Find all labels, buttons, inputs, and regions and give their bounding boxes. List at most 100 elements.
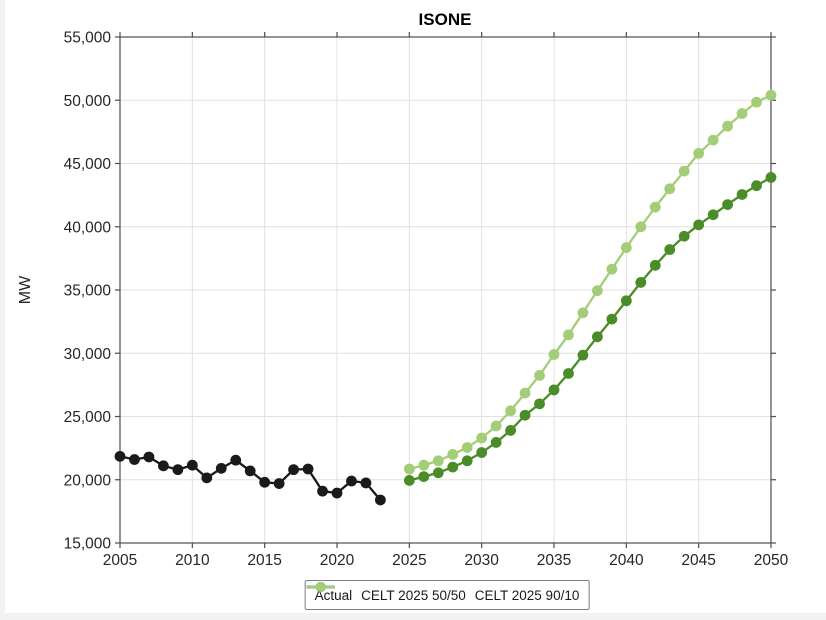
y-tick-label: 30,000 xyxy=(64,346,112,363)
data-point-actual xyxy=(143,451,155,463)
y-tick-label: 40,000 xyxy=(64,219,112,236)
data-point-celt-2025-50-50 xyxy=(765,172,777,183)
data-point-actual xyxy=(129,454,140,465)
data-point-celt-2025-90-10 xyxy=(490,420,502,432)
data-point-celt-2025-90-10 xyxy=(461,442,473,453)
data-point-celt-2025-90-10 xyxy=(606,263,618,275)
data-point-celt-2025-90-10 xyxy=(693,147,705,159)
legend-label-celt-5050: CELT 2025 50/50 xyxy=(361,587,466,603)
data-point-celt-2025-50-50 xyxy=(490,437,502,448)
data-point-actual xyxy=(288,464,299,476)
data-point-celt-2025-50-50 xyxy=(678,230,690,242)
data-point-celt-2025-50-50 xyxy=(563,368,574,379)
data-point-celt-2025-90-10 xyxy=(765,89,777,101)
x-tick-label: 2030 xyxy=(464,552,499,569)
figure-canvas xyxy=(5,0,826,613)
data-point-celt-2025-90-10 xyxy=(635,221,647,233)
x-tick-label: 2015 xyxy=(247,552,281,569)
data-point-actual xyxy=(230,454,242,466)
legend-item-celt-9010: CELT 2025 90/10 xyxy=(306,582,580,603)
data-point-actual xyxy=(215,462,227,474)
x-tick-label: 2040 xyxy=(609,552,644,569)
data-point-actual xyxy=(346,475,357,487)
data-point-celt-2025-90-10 xyxy=(707,134,719,146)
data-point-celt-2025-50-50 xyxy=(461,455,473,467)
data-point-celt-2025-50-50 xyxy=(722,199,733,211)
data-point-celt-2025-50-50 xyxy=(534,398,545,410)
data-point-celt-2025-90-10 xyxy=(592,285,603,297)
data-point-celt-2025-50-50 xyxy=(548,384,560,396)
data-series xyxy=(114,89,777,506)
data-point-celt-2025-50-50 xyxy=(577,349,589,361)
data-point-celt-2025-50-50 xyxy=(418,471,430,482)
data-point-celt-2025-90-10 xyxy=(505,405,516,417)
x-axis-tick-labels: 2005 2010 2015 2020 2025 2030 2035 2040 2045 2050 xyxy=(103,552,789,569)
data-point-celt-2025-50-50 xyxy=(505,425,516,436)
x-tick-label: 2005 xyxy=(103,552,137,569)
data-point-actual xyxy=(317,485,328,497)
data-point-actual xyxy=(331,487,343,499)
data-point-actual xyxy=(302,463,314,475)
data-point-celt-2025-90-10 xyxy=(664,183,676,195)
data-point-celt-2025-90-10 xyxy=(476,432,488,444)
y-tick-label: 45,000 xyxy=(64,156,112,173)
y-tick-label: 35,000 xyxy=(64,283,112,300)
data-point-celt-2025-90-10 xyxy=(418,459,430,471)
data-point-celt-2025-90-10 xyxy=(649,201,661,213)
y-tick-label: 15,000 xyxy=(64,536,112,553)
x-tick-label: 2025 xyxy=(392,552,426,569)
data-point-celt-2025-90-10 xyxy=(620,242,632,254)
y-tick-label: 55,000 xyxy=(64,30,112,47)
data-point-celt-2025-90-10 xyxy=(563,329,574,341)
data-point-celt-2025-50-50 xyxy=(736,189,748,200)
data-point-celt-2025-50-50 xyxy=(693,219,705,231)
data-point-celt-2025-90-10 xyxy=(577,307,589,319)
data-point-celt-2025-50-50 xyxy=(649,259,661,271)
gridlines xyxy=(120,37,771,543)
data-point-celt-2025-50-50 xyxy=(447,461,459,473)
legend: Actual CELT 2025 50/50 CELT 2025 90/10 xyxy=(304,580,590,610)
data-point-actual xyxy=(201,472,213,484)
chart-title: ISONE xyxy=(419,10,472,29)
data-point-celt-2025-50-50 xyxy=(751,180,762,192)
data-point-celt-2025-90-10 xyxy=(678,165,690,177)
data-point-actual xyxy=(244,465,256,477)
data-point-actual xyxy=(360,477,372,489)
data-point-actual xyxy=(375,494,386,506)
data-point-celt-2025-90-10 xyxy=(519,387,531,399)
legend-label-celt-9010: CELT 2025 90/10 xyxy=(474,587,580,603)
x-tick-label: 2020 xyxy=(320,552,355,569)
data-point-celt-2025-90-10 xyxy=(751,96,762,108)
legend-label-actual: Actual xyxy=(314,587,353,603)
data-point-celt-2025-90-10 xyxy=(534,369,545,381)
data-point-celt-2025-90-10 xyxy=(736,108,748,119)
series-line-celt-2025-50-50 xyxy=(409,176,772,482)
data-point-actual xyxy=(172,464,184,476)
data-point-celt-2025-90-10 xyxy=(403,463,415,475)
x-tick-label: 2010 xyxy=(175,552,210,569)
legend-item-celt-5050: CELT 2025 50/50 xyxy=(306,582,466,603)
data-point-celt-2025-90-10 xyxy=(722,120,733,132)
data-point-celt-2025-90-10 xyxy=(432,455,444,467)
data-point-celt-2025-50-50 xyxy=(476,447,488,458)
data-point-actual xyxy=(259,476,271,488)
series-line-celt-2025-90-10 xyxy=(409,94,772,471)
data-point-celt-2025-50-50 xyxy=(620,295,632,307)
data-point-celt-2025-50-50 xyxy=(592,331,603,343)
data-point-celt-2025-50-50 xyxy=(403,474,415,486)
legend-marker-celt-9010-icon xyxy=(306,582,335,592)
y-axis-tick-labels: 15,000 20,000 25,000 30,000 35,000 40,000 45,0… xyxy=(64,30,112,553)
data-point-actual xyxy=(186,459,198,471)
data-point-celt-2025-50-50 xyxy=(664,244,676,255)
data-point-celt-2025-50-50 xyxy=(606,313,618,325)
data-point-actual xyxy=(273,478,285,489)
axis-ticks xyxy=(115,32,776,548)
data-point-celt-2025-90-10 xyxy=(447,449,459,460)
y-tick-label: 25,000 xyxy=(64,409,112,426)
x-tick-label: 2050 xyxy=(754,552,789,569)
data-point-celt-2025-50-50 xyxy=(519,409,531,421)
data-point-celt-2025-90-10 xyxy=(548,349,560,360)
x-tick-label: 2045 xyxy=(681,552,715,569)
